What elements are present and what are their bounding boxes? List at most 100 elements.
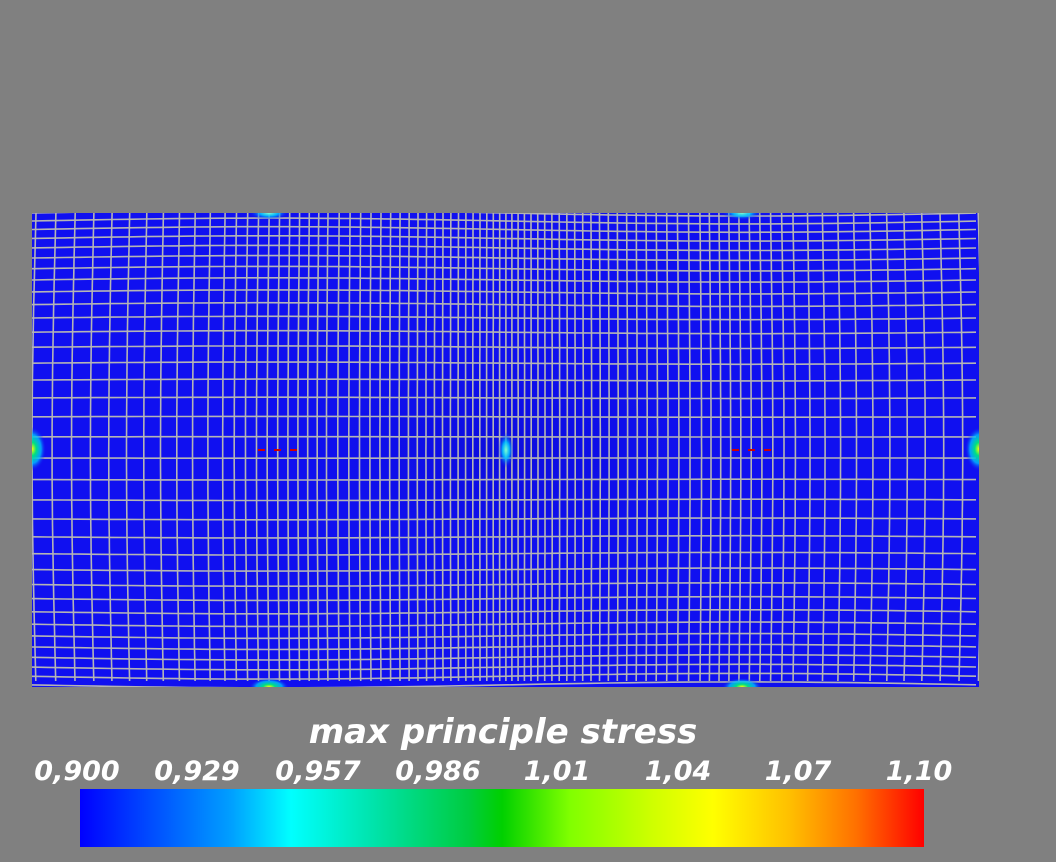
mesh-line-vertical xyxy=(635,213,639,682)
mesh-line-vertical xyxy=(207,213,212,682)
mesh-line-horizontal xyxy=(32,254,977,262)
mesh-line-vertical xyxy=(581,213,585,681)
mesh-line-vertical xyxy=(244,213,249,682)
mesh-line-horizontal xyxy=(32,609,977,615)
peak-stress-mark xyxy=(764,449,771,451)
mesh-line-horizontal xyxy=(32,301,977,308)
mesh-line-vertical xyxy=(852,213,858,682)
stress-hotspots xyxy=(32,213,979,687)
stress-hotspot xyxy=(722,678,762,687)
mesh-line-vertical xyxy=(598,213,602,682)
mesh-line-vertical xyxy=(655,213,659,682)
mesh-line-horizontal xyxy=(32,681,977,687)
mesh-line-vertical xyxy=(687,213,691,682)
mesh-line-horizontal xyxy=(32,582,977,587)
mesh-line-vertical xyxy=(821,213,826,682)
mesh-line-vertical xyxy=(398,213,401,681)
mesh-line-vertical xyxy=(792,213,797,682)
mesh-line-vertical xyxy=(708,213,712,682)
mesh-line-vertical xyxy=(566,213,569,682)
legend-title: max principle stress xyxy=(308,712,698,752)
stress-hotspot xyxy=(965,427,979,471)
mesh-line-vertical xyxy=(728,213,732,682)
mesh-line-vertical xyxy=(433,213,436,681)
mesh-line-vertical xyxy=(191,213,196,682)
mesh-line-vertical xyxy=(348,213,351,682)
colorbar xyxy=(80,789,924,847)
mesh-line-vertical xyxy=(325,213,329,682)
mesh-line-vertical xyxy=(32,213,37,682)
mesh-line-vertical xyxy=(903,213,909,682)
mesh-line-vertical xyxy=(869,213,874,682)
mesh-line-vertical xyxy=(337,213,340,682)
mesh-line-horizontal xyxy=(32,329,977,335)
mesh-line-vertical xyxy=(780,213,785,682)
mesh-line-vertical xyxy=(748,213,752,682)
mesh-line-horizontal xyxy=(32,653,977,661)
mesh-line-vertical xyxy=(416,213,419,682)
mesh-line-horizontal xyxy=(32,621,977,628)
mesh-line-horizontal xyxy=(32,244,977,252)
mesh-line-horizontal xyxy=(32,534,977,539)
mesh-line-horizontal xyxy=(32,235,977,242)
peak-stress-mark xyxy=(748,449,755,451)
mesh-line-vertical xyxy=(255,213,260,682)
mesh-line-vertical xyxy=(297,213,301,682)
mesh-line-vertical xyxy=(806,213,811,682)
mesh-line-horizontal xyxy=(32,265,977,272)
tick-label: 1,10 xyxy=(885,756,953,787)
mesh-line-horizontal xyxy=(32,663,977,671)
mesh-line-horizontal xyxy=(32,217,977,225)
mesh-line-vertical xyxy=(616,213,619,682)
stress-hotspot xyxy=(249,213,289,220)
mesh-line-vertical xyxy=(837,213,842,682)
tick-label: 1,01 xyxy=(523,756,591,787)
mesh-line-vertical xyxy=(276,213,281,682)
mesh-line-vertical xyxy=(758,213,763,682)
tick-label: 0,986 xyxy=(395,756,481,787)
mesh-line-horizontal xyxy=(32,345,977,350)
mesh-line-horizontal xyxy=(32,567,977,572)
tick-label: 0,929 xyxy=(154,756,240,787)
mesh-line-horizontal xyxy=(32,551,977,556)
mesh-line-vertical xyxy=(885,213,891,682)
stress-hotspot xyxy=(498,432,514,468)
mesh-line-horizontal xyxy=(32,277,977,283)
mesh-line-vertical xyxy=(939,213,945,682)
mesh-line-vertical xyxy=(920,213,926,682)
mesh-line-vertical xyxy=(441,213,444,681)
mesh-line-horizontal xyxy=(32,595,977,602)
mesh-line-horizontal xyxy=(32,361,977,366)
mesh-line-vertical xyxy=(449,213,452,682)
mesh-line-horizontal xyxy=(32,396,977,400)
mesh-line-vertical xyxy=(425,213,428,682)
mesh-line-vertical xyxy=(266,213,270,682)
mesh-line-vertical xyxy=(645,213,648,682)
mesh-line-horizontal xyxy=(32,672,977,680)
mesh-line-vertical xyxy=(306,213,311,682)
mesh-line-vertical xyxy=(233,213,238,682)
mesh-line-horizontal xyxy=(32,213,977,217)
mesh-line-vertical xyxy=(573,213,576,682)
mesh-line-horizontal xyxy=(32,478,976,481)
mesh-line-vertical xyxy=(407,213,410,681)
mesh-line-horizontal xyxy=(32,315,977,321)
mesh-line-vertical xyxy=(221,213,226,682)
mesh-line-horizontal xyxy=(32,289,977,295)
mesh-line-horizontal xyxy=(32,632,977,640)
mesh-line-horizontal xyxy=(32,415,977,418)
stress-hotspot xyxy=(722,213,762,220)
mesh-line-vertical xyxy=(665,213,669,682)
tick-label: 1,04 xyxy=(644,756,712,787)
mesh-line-vertical xyxy=(738,213,742,682)
peak-stress-mark xyxy=(274,449,281,451)
mesh-line-vertical xyxy=(769,213,774,682)
peak-stress-mark xyxy=(290,449,297,451)
mesh-line-vertical xyxy=(699,213,703,682)
stress-field-mesh xyxy=(32,213,979,687)
tick-label: 0,957 xyxy=(275,756,361,787)
mesh-line-vertical xyxy=(590,213,593,681)
mesh-line-horizontal xyxy=(32,517,977,521)
mesh-grid xyxy=(32,213,979,687)
